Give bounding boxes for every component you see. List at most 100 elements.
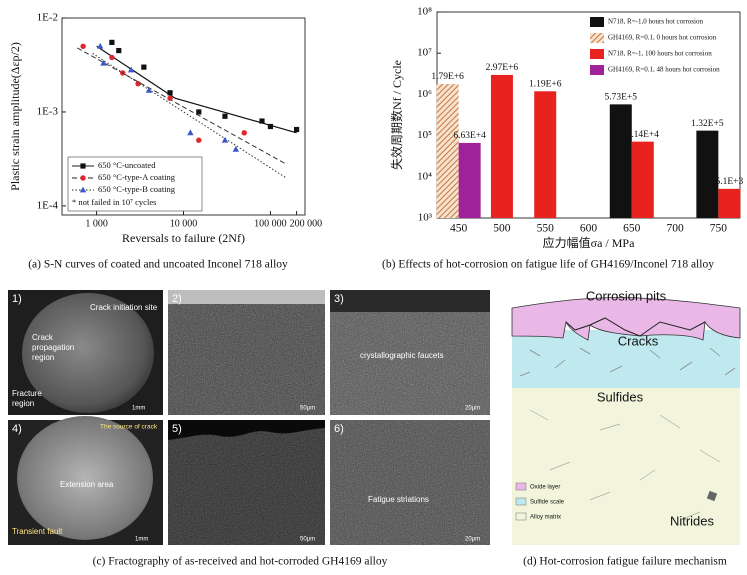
micrograph-panel: 3) crystallographic faucets 20μm	[330, 290, 490, 415]
micrograph-label: The source of crack	[100, 424, 158, 431]
micrograph-label: crystallographic faucets	[360, 351, 444, 360]
data-point	[259, 118, 265, 124]
x-tick-label: 1 000	[85, 218, 108, 229]
data-point	[167, 90, 173, 96]
y-tick-label: 10⁶	[417, 88, 432, 100]
x-axis-label: Reversals to failure (2Nf)	[122, 231, 245, 245]
micrograph-label: Fatigue striations	[368, 495, 429, 504]
legend-label: Alloy matrix	[530, 515, 561, 521]
bar	[631, 141, 654, 218]
x-tick-label: 450	[450, 223, 468, 235]
panel-number: 3)	[334, 293, 344, 305]
value-label: 7.14E+4	[627, 130, 660, 140]
oxide-layer	[511, 297, 741, 341]
data-point	[109, 39, 115, 45]
legend-label: N718, R=-1,0 hours hot corrosion	[608, 18, 703, 26]
panel-number: 1)	[12, 293, 22, 305]
data-point	[127, 66, 135, 73]
legend-label: N718, R=-1, 100 hours hot corrosion	[608, 50, 712, 58]
x-tick-label: 200 000	[290, 218, 323, 229]
legend-marker	[80, 163, 86, 169]
value-label: 5.1E+3	[715, 177, 743, 187]
scale-bar-label: 1mm	[132, 406, 145, 412]
data-point	[232, 145, 240, 152]
legend-label: Oxide layer	[530, 485, 560, 491]
y-axis-label: 失效周期数Nf / Cycle	[389, 60, 404, 170]
data-point	[221, 136, 229, 143]
crack	[565, 317, 641, 337]
panel-number: 5)	[172, 423, 182, 435]
x-tick-label: 750	[710, 223, 728, 235]
value-label: 5.73E+5	[605, 93, 638, 103]
caption: (d) Hot-corrosion fatigue failure mechan…	[523, 556, 727, 568]
fracture-surface	[17, 416, 153, 540]
nitride	[706, 490, 718, 502]
scale-bar-label: 20μm	[465, 406, 480, 412]
fracture-surface	[22, 293, 154, 413]
y-axis-label: Plastic strain amplitude(Δεp/2)	[8, 42, 22, 191]
data-point	[109, 54, 115, 61]
y-tick-label: 1E-2	[37, 12, 58, 24]
micrograph-label: Extension area	[60, 480, 114, 489]
data-point	[241, 130, 247, 136]
annotation: * not failed in 10⁷ cycles	[72, 197, 156, 207]
data-point	[167, 95, 173, 101]
micrograph-label: Crack initiation site	[90, 303, 158, 312]
x-tick-label: 650	[623, 223, 641, 235]
bar	[490, 74, 513, 219]
panel-number: 6)	[334, 423, 344, 435]
x-tick-label: 600	[580, 223, 598, 235]
legend-marker	[80, 175, 86, 181]
bar	[609, 104, 632, 218]
value-label: 1.19E+6	[529, 79, 562, 89]
y-tick-label: 1E-4	[37, 199, 59, 211]
x-tick-label: 550	[537, 223, 555, 235]
diagram-label: Cracks	[618, 333, 659, 348]
plot-frame	[436, 11, 741, 219]
legend-swatch	[515, 497, 527, 506]
micrograph-panel: 1) Crack initiation site Crack propagati…	[8, 290, 163, 415]
value-label: 1.79E+6	[431, 72, 464, 82]
legend-swatch	[590, 65, 604, 75]
micrograph-label: region	[12, 399, 34, 408]
micrograph-label: propagation	[32, 343, 74, 352]
diagram-label: Sulfides	[597, 389, 644, 404]
data-point	[196, 109, 202, 115]
legend-swatch	[515, 512, 527, 521]
value-label: 6.63E+4	[453, 131, 486, 141]
micrograph-texture	[168, 420, 325, 545]
data-point	[116, 47, 122, 54]
alloy-matrix	[512, 388, 740, 545]
scale-bar-label: 1mm	[135, 537, 148, 543]
micrograph-label: Transient fault	[12, 527, 63, 536]
legend-label: 650 °C-type-A coating	[98, 172, 176, 182]
legend-swatch	[590, 17, 604, 27]
micrograph-panel: 6) Fatigue striations 20μm	[330, 420, 490, 545]
diagram-label: Nitrides	[670, 513, 715, 528]
legend-label: Sulfide scale	[530, 500, 565, 506]
scale-bar-label: 50μm	[300, 406, 315, 412]
y-tick-label: 10⁸	[417, 6, 432, 18]
micrograph-texture	[168, 290, 325, 415]
sulfide-particles	[519, 347, 736, 377]
data-point	[141, 64, 147, 70]
legend-swatch	[515, 482, 527, 491]
legend-label: 650 °C-uncoated	[98, 160, 156, 170]
value-label: 2.97E+6	[486, 63, 519, 73]
micrograph-label: Crack	[32, 333, 54, 342]
bar	[436, 83, 459, 218]
y-tick-label: 1E-3	[37, 105, 59, 117]
bar	[458, 142, 481, 218]
micrograph-texture	[330, 420, 490, 545]
data-point	[145, 86, 153, 93]
x-tick-label: 100 000	[254, 218, 287, 229]
bar	[534, 91, 557, 218]
micrograph-panel: 4) The source of crack Extension area Tr…	[8, 416, 163, 545]
bar	[718, 188, 741, 218]
legend-label: GH4169, R=0.1, 0 hours hot corrosion	[608, 34, 717, 42]
micrograph-label: Fracture	[12, 389, 42, 398]
x-tick-label: 10 000	[170, 218, 198, 229]
diagram-label: Corrosion pits	[586, 288, 667, 303]
data-point	[196, 137, 202, 143]
fit-line	[77, 47, 286, 165]
